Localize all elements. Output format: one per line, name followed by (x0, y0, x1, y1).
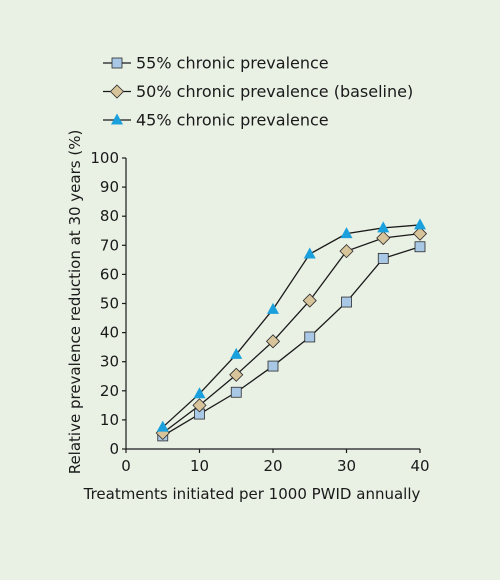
x-axis-label: Treatments initiated per 1000 PWID annua… (83, 485, 421, 503)
data-point-series-1 (230, 386, 242, 398)
y-tick-label: 100 (90, 149, 119, 167)
legend-marker-2 (109, 84, 125, 99)
data-point-series-2 (376, 230, 391, 246)
legend-marker-3 (111, 113, 123, 125)
data-point-series-1 (304, 331, 316, 343)
data-point-series-3 (340, 227, 353, 239)
data-point-series-1 (267, 360, 279, 372)
data-point-series-2 (302, 293, 317, 308)
y-tick-label: 0 (109, 440, 119, 458)
data-point-series-3 (377, 221, 390, 233)
y-tick-label: 70 (100, 236, 119, 254)
y-axis-label: Relative prevalence reduction at 30 year… (66, 130, 84, 475)
data-point-series-2 (192, 398, 207, 413)
legend-marker-1 (111, 57, 123, 69)
series-line-1 (162, 246, 421, 437)
x-tick-label: 30 (337, 457, 356, 475)
series-line-3 (162, 224, 421, 428)
legend: 55% chronic prevalence 50% chronic preval… (103, 54, 413, 130)
plot-area (155, 218, 428, 442)
data-point-series-1 (414, 241, 426, 253)
y-tick-label: 90 (100, 178, 119, 196)
data-point-series-3 (230, 347, 243, 359)
legend-label-2: 50% chronic prevalence (baseline) (136, 82, 413, 101)
data-point-series-3 (414, 218, 426, 230)
legend-label-3: 45% chronic prevalence (136, 111, 329, 130)
y-tick-label: 80 (100, 207, 119, 225)
y-tick-label: 20 (100, 382, 119, 400)
data-point-series-3 (193, 387, 206, 399)
y-tick-label: 30 (100, 353, 119, 371)
data-point-series-1 (341, 296, 352, 308)
data-point-series-2 (265, 334, 281, 349)
series-line-2 (162, 233, 421, 434)
y-tick-label: 10 (100, 411, 119, 429)
x-tick-label: 10 (190, 457, 209, 475)
data-point-series-1 (377, 252, 389, 264)
y-tick-label: 40 (100, 324, 119, 342)
data-point-series-2 (229, 367, 244, 382)
y-tick-label: 50 (100, 295, 119, 313)
legend-label-1: 55% chronic prevalence (136, 54, 329, 73)
data-point-series-3 (303, 247, 316, 259)
y-tick-label: 60 (100, 265, 119, 283)
x-tick-label: 40 (410, 457, 429, 475)
data-point-series-3 (156, 420, 169, 432)
x-tick-label: 0 (121, 457, 131, 475)
axes: 0 10 20 30 40 50 60 70 80 90 100 0 10 20 30 40 (90, 149, 429, 475)
data-point-series-2 (412, 226, 428, 241)
data-point-series-3 (267, 302, 279, 314)
x-tick-label: 20 (263, 457, 282, 475)
data-point-series-2 (339, 244, 354, 259)
